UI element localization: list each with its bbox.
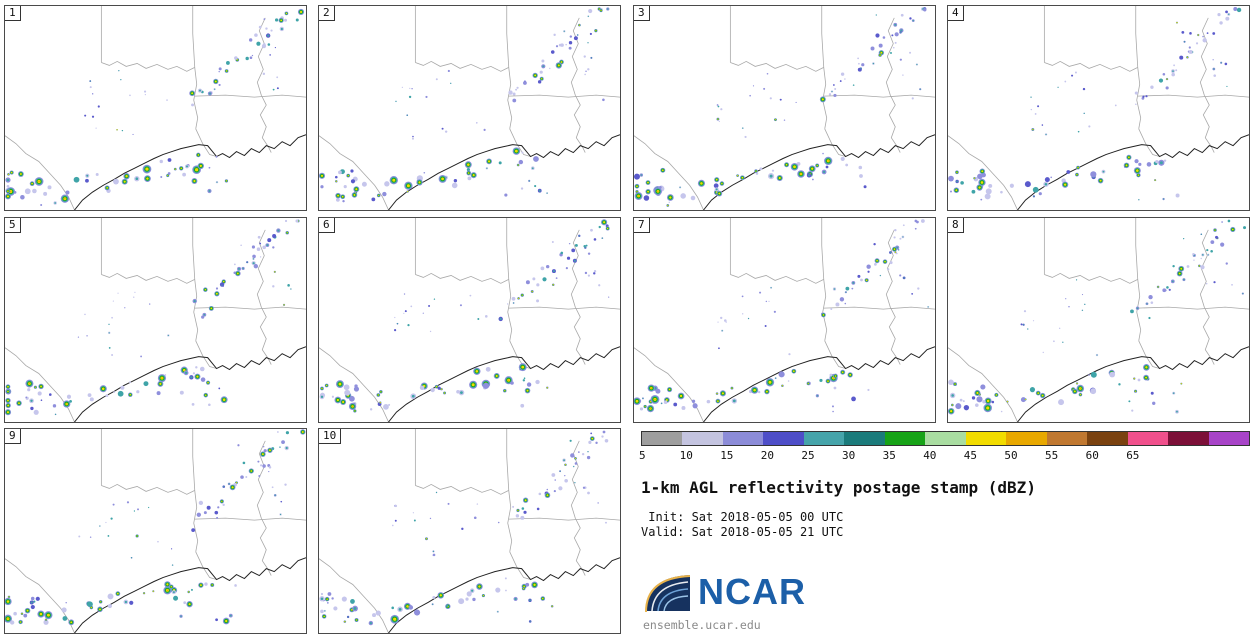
ensemble-member-panel: 7 <box>633 217 936 423</box>
colorbar-tick: 25 <box>801 449 815 462</box>
ensemble-member-panel: 3 <box>633 5 936 211</box>
member-number-label: 5 <box>5 218 21 233</box>
colorbar-tick-labels: 5 10 15 20 25 30 35 40 45 50 55 60 65 <box>639 449 1250 462</box>
valid-time-label: Valid: Sat 2018-05-05 21 UTC <box>641 525 844 539</box>
colorbar-segment <box>1006 432 1047 445</box>
colorbar-segment <box>1168 432 1209 445</box>
colorbar-segment <box>1208 432 1250 445</box>
reflectivity-map <box>319 218 620 422</box>
ensemble-member-panel: 2 <box>318 5 621 211</box>
reflectivity-map <box>5 429 306 633</box>
ensemble-member-panel: 4 <box>947 5 1250 211</box>
plot-title: 1-km AGL reflectivity postage stamp (dBZ… <box>641 478 1036 497</box>
colorbar-segment <box>763 432 804 445</box>
member-number-label: 6 <box>319 218 335 233</box>
colorbar-tick: 30 <box>842 449 856 462</box>
colorbar-segment <box>844 432 885 445</box>
colorbar-segment <box>884 432 926 445</box>
colorbar-segment <box>682 432 723 445</box>
reflectivity-map <box>319 6 620 210</box>
ensemble-member-panel: 8 <box>947 217 1250 423</box>
ncar-logo-icon <box>645 575 691 613</box>
reflectivity-map <box>5 6 306 210</box>
colorbar-tick: 65 <box>1126 449 1140 462</box>
member-number-label: 9 <box>5 429 21 444</box>
ncar-logo-text: NCAR <box>698 570 806 612</box>
reflectivity-map <box>634 218 935 422</box>
colorbar-tick: 55 <box>1045 449 1059 462</box>
colorbar-tick: 20 <box>760 449 775 462</box>
colorbar-tick: 5 <box>639 449 646 462</box>
colorbar-segment <box>925 432 966 445</box>
colorbar-segment <box>1046 432 1088 445</box>
reflectivity-map <box>948 218 1249 422</box>
colorbar-tick: 45 <box>963 449 978 462</box>
ensemble-member-panel: 10 <box>318 428 621 634</box>
member-number-label: 1 <box>5 6 21 21</box>
colorbar-segment <box>1127 432 1169 445</box>
colorbar-segment <box>803 432 845 445</box>
ensemble-member-panel: 9 <box>4 428 307 634</box>
colorbar-tick: 60 <box>1085 449 1099 462</box>
member-number-label: 3 <box>634 6 650 21</box>
site-url: ensemble.ucar.edu <box>643 618 761 632</box>
legend-block: 5 10 15 20 25 30 35 40 45 50 55 60 65 1-km AGL refle… <box>633 428 1250 634</box>
reflectivity-map <box>319 429 620 633</box>
ncar-logo: NCAR <box>643 570 806 613</box>
member-number-label: 2 <box>319 6 335 21</box>
colorbar-tick: 35 <box>882 449 896 462</box>
colorbar-tick: 15 <box>720 449 734 462</box>
reflectivity-map <box>948 6 1249 210</box>
colorbar-tick: 50 <box>1004 449 1018 462</box>
reflectivity-map <box>634 6 935 210</box>
member-number-label: 8 <box>948 218 964 233</box>
ensemble-member-panel: 6 <box>318 217 621 423</box>
colorbar <box>641 431 1250 446</box>
member-number-label: 10 <box>319 429 342 444</box>
member-number-label: 7 <box>634 218 650 233</box>
ensemble-member-panel: 5 <box>4 217 307 423</box>
colorbar-segment <box>1087 432 1128 445</box>
reflectivity-map <box>5 218 306 422</box>
member-number-label: 4 <box>948 6 964 21</box>
colorbar-tick: 40 <box>923 449 937 462</box>
init-time-label: Init: Sat 2018-05-05 00 UTC <box>641 510 844 524</box>
colorbar-tick: 10 <box>679 449 693 462</box>
colorbar-segment <box>642 432 683 445</box>
colorbar-segment <box>965 432 1007 445</box>
colorbar-segment <box>722 432 764 445</box>
ensemble-member-panel: 1 <box>4 5 307 211</box>
